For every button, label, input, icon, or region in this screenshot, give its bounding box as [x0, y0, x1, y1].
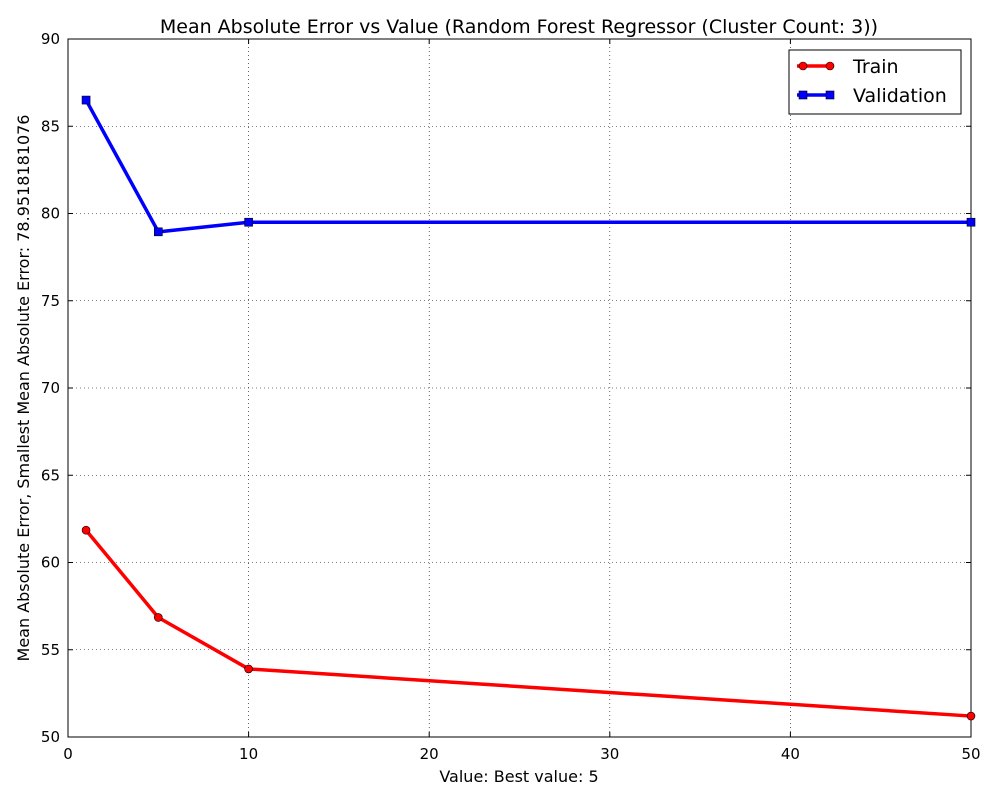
series-line-train — [84, 529, 972, 718]
data-point-validation — [244, 217, 253, 227]
legend-label-validation: Validation — [853, 85, 947, 107]
legend-label-train: Train — [852, 56, 899, 78]
y-tick-label: 60 — [41, 554, 60, 572]
legend-marker-validation — [798, 90, 808, 100]
plot-area — [67, 38, 972, 738]
legend-marker-validation-end — [825, 90, 835, 100]
series-line-validation — [84, 99, 971, 234]
data-point-train — [81, 525, 91, 535]
y-tick-label: 80 — [41, 205, 60, 223]
data-point-validation — [81, 95, 91, 105]
x-tick-label: 50 — [961, 745, 980, 763]
chart-title: Mean Absolute Error vs Value (Random For… — [160, 16, 878, 38]
axis-ticks: 0 10 20 30 40 50 50 55 60 65 70 75 80 85 90 — [41, 30, 981, 763]
y-axis-label: Mean Absolute Error, Smallest Mean Absol… — [14, 115, 33, 662]
y-tick-label: 50 — [41, 728, 60, 746]
x-tick-label: 40 — [781, 745, 800, 763]
legend-marker-train-end — [825, 61, 835, 71]
x-tick-label: 20 — [420, 745, 439, 763]
data-point-train — [966, 711, 976, 721]
legend-marker-train — [798, 61, 808, 71]
y-tick-label: 90 — [41, 30, 60, 48]
data-point-validation — [154, 227, 163, 237]
series-layer — [81, 95, 976, 721]
y-tick-label: 65 — [41, 466, 60, 484]
data-point-train — [244, 664, 253, 674]
legend-box — [788, 49, 962, 115]
x-tick-label: 30 — [600, 745, 619, 763]
data-point-validation — [966, 217, 976, 227]
y-tick-label: 55 — [41, 641, 60, 659]
grid — [68, 39, 971, 737]
y-tick-label: 70 — [41, 379, 60, 397]
x-axis-label: Value: Best value: 5 — [439, 767, 598, 786]
x-tick-label: 10 — [239, 745, 258, 763]
legend: Train Validation — [788, 49, 962, 115]
y-tick-label: 75 — [41, 292, 60, 310]
y-tick-label: 85 — [41, 117, 60, 135]
x-tick-label: 0 — [63, 745, 73, 763]
data-point-train — [154, 613, 163, 622]
